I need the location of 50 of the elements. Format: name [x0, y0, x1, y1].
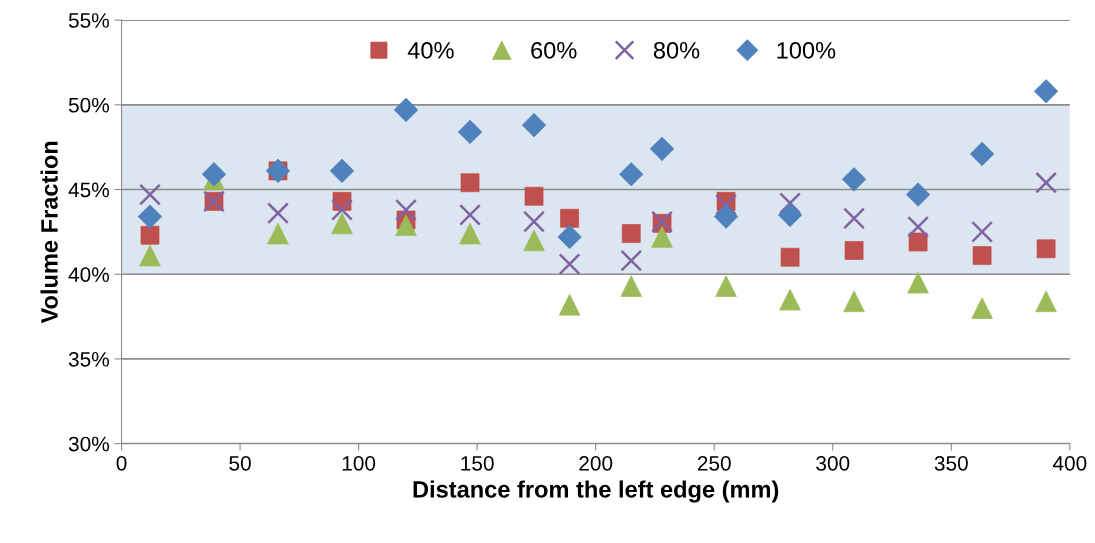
- y-tick-label: 35%: [68, 351, 109, 367]
- point: [843, 207, 866, 230]
- x-tick-label: 50: [229, 455, 251, 471]
- point: [620, 249, 643, 272]
- point: [780, 247, 800, 267]
- point: [558, 253, 581, 276]
- x-tick-label: 250: [697, 455, 731, 471]
- point: [905, 182, 931, 207]
- x-tick-label: 350: [934, 455, 968, 471]
- point: [907, 215, 930, 238]
- point: [971, 220, 994, 243]
- legend-label: 60%: [531, 41, 577, 59]
- point: [139, 183, 161, 206]
- y-tick-label: 55%: [68, 13, 109, 28]
- x-tick-label: 150: [461, 455, 494, 471]
- y-axis-title: Volume Fraction: [40, 141, 58, 324]
- point: [779, 192, 802, 215]
- point: [907, 271, 929, 294]
- point: [779, 288, 801, 311]
- point: [1035, 171, 1058, 194]
- point: [459, 222, 481, 245]
- point: [1035, 290, 1057, 313]
- point: [841, 167, 867, 192]
- x-tick-label: 400: [1052, 455, 1087, 471]
- point: [557, 224, 582, 250]
- x-tick-label: 300: [816, 455, 850, 471]
- y-tick-label: 30%: [68, 436, 109, 452]
- point: [395, 198, 417, 221]
- point: [140, 225, 160, 245]
- y-tick-label: 45%: [68, 182, 109, 198]
- y-tick-label: 40%: [68, 267, 109, 282]
- legend-label: 80%: [653, 41, 700, 59]
- x-tick-label: 100: [342, 455, 376, 471]
- point: [844, 241, 864, 260]
- legend-label: 40%: [407, 41, 454, 59]
- point: [331, 198, 353, 221]
- point: [331, 212, 353, 235]
- x-tick-label: 200: [579, 455, 613, 471]
- y-tick-label: 50%: [68, 97, 109, 113]
- legend-label: 100%: [777, 41, 836, 59]
- point: [619, 162, 644, 187]
- point: [523, 210, 546, 233]
- x-tick-label: 0: [116, 455, 127, 471]
- point: [1033, 79, 1059, 104]
- point: [201, 162, 227, 187]
- point: [459, 203, 482, 226]
- point: [267, 202, 289, 225]
- point: [715, 193, 738, 216]
- x-axis-title: Distance from the left edge (mm): [413, 480, 779, 503]
- point: [267, 222, 289, 245]
